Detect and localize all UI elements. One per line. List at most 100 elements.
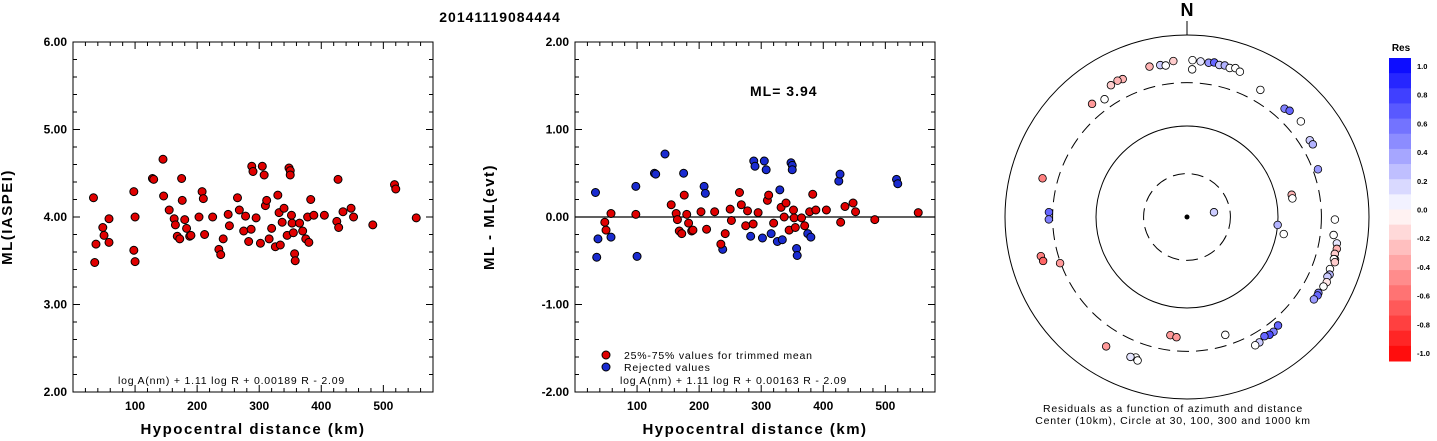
data-point (129, 245, 139, 255)
data-point (346, 203, 356, 213)
x-axis-label: Hypocentral distance (km) (140, 421, 365, 438)
station-marker (1126, 352, 1135, 362)
azimuth-distance-polar-plot: N Residuals as a function of azimuth and … (1004, 0, 1431, 427)
data-point (241, 211, 251, 221)
station-marker (1279, 229, 1288, 239)
polar-caption-line1: Residuals as a function of azimuth and d… (1043, 403, 1303, 415)
colorbar-segment (1389, 330, 1411, 347)
data-point (298, 226, 308, 236)
data-point (255, 238, 265, 248)
rejected-point (592, 252, 602, 262)
station-marker (1172, 333, 1181, 342)
kept-point (725, 204, 735, 214)
x-tick-label: 300 (751, 399, 771, 413)
data-point (239, 226, 249, 236)
data-point (180, 215, 190, 225)
kept-point (808, 189, 818, 199)
kept-point (677, 229, 687, 239)
center-marker (1184, 214, 1190, 220)
station-marker (1235, 67, 1245, 76)
colorbar-tick-label: -0.8 (1417, 320, 1430, 329)
polar-caption-line2: Center (10km), Circle at 30, 100, 300 an… (1035, 415, 1311, 427)
kept-point (702, 224, 712, 234)
kept-point (736, 200, 746, 210)
data-point (349, 212, 359, 222)
kept-point (821, 205, 831, 215)
y-tick-label: 6.00 (44, 35, 68, 49)
data-point (164, 205, 174, 215)
data-point (279, 203, 289, 213)
data-point (104, 237, 114, 247)
colorbar-segment (1389, 103, 1411, 120)
colorbar-segment (1389, 209, 1411, 226)
data-point (277, 217, 287, 227)
data-point (334, 223, 344, 232)
data-point (286, 210, 296, 220)
station-marker (1044, 207, 1054, 217)
data-point (223, 209, 233, 219)
station-marker (1187, 65, 1197, 74)
x-tick-label: 100 (125, 399, 145, 413)
y-axis-label: ML - ML(evt) (481, 164, 498, 270)
kept-point (600, 217, 610, 227)
kept-point (684, 218, 694, 228)
data-point (130, 257, 140, 267)
colorbar-segment (1389, 315, 1411, 332)
y-tick-label: 4.00 (44, 210, 68, 224)
data-point (368, 220, 378, 230)
station-marker (1285, 106, 1294, 115)
data-point (411, 213, 421, 223)
kept-point (696, 207, 706, 217)
station-marker (1038, 174, 1047, 183)
legend-kept-marker (601, 350, 611, 360)
data-point (251, 213, 261, 223)
kept-point (788, 205, 798, 215)
x-tick-label: 200 (187, 399, 207, 413)
colorbar-tick-label: 0.0 (1417, 206, 1427, 215)
data-point (158, 154, 168, 164)
rejected-point (590, 188, 600, 197)
data-point (273, 190, 283, 200)
kept-point (769, 218, 779, 228)
data-point (91, 239, 101, 249)
kept-point (734, 188, 744, 197)
colorbar-tick-label: 0.4 (1417, 148, 1428, 157)
kept-point (840, 202, 850, 211)
formula-label: log A(nm) + 1.11 log R + 0.00189 R - 2.0… (118, 375, 345, 387)
data-point (194, 212, 204, 222)
rejected-point (761, 165, 771, 175)
rejected-point (631, 181, 641, 191)
ml-residual-vs-distance-chart: 100 200 300 400 500 -2.00 -1.00 0.00 1.00 2.00 Hyp… (481, 35, 936, 438)
data-point (208, 212, 218, 222)
data-point (159, 191, 169, 201)
station-marker (1288, 194, 1297, 203)
station-marker (1221, 330, 1230, 340)
colorbar-segment (1389, 58, 1411, 74)
kept-point (913, 208, 923, 218)
colorbar-segment (1389, 239, 1411, 256)
circle-100km (1095, 125, 1279, 309)
data-point (177, 174, 187, 183)
x-tick-label: 200 (689, 399, 709, 413)
kept-point (672, 215, 682, 225)
data-point (88, 193, 98, 203)
data-point (175, 234, 185, 244)
legend-kept-label: 25%-75% values for trimmed mean (624, 350, 813, 362)
data-point (259, 170, 269, 180)
kept-point (811, 205, 821, 215)
station-marker (1044, 215, 1054, 224)
station-marker (1133, 356, 1142, 365)
data-point (129, 187, 139, 197)
station-marker (1251, 341, 1260, 350)
station-marker (1330, 215, 1340, 224)
kept-point (851, 207, 861, 217)
x-tick-label: 500 (875, 399, 895, 413)
y-tick-label: 3.00 (44, 298, 68, 312)
rejected-point (757, 233, 767, 243)
station-marker (1100, 95, 1109, 104)
kept-point (790, 223, 800, 232)
colorbar-segment (1389, 118, 1411, 135)
station-marker (1101, 342, 1111, 351)
kept-point (710, 207, 720, 217)
rejected-point (632, 251, 642, 261)
